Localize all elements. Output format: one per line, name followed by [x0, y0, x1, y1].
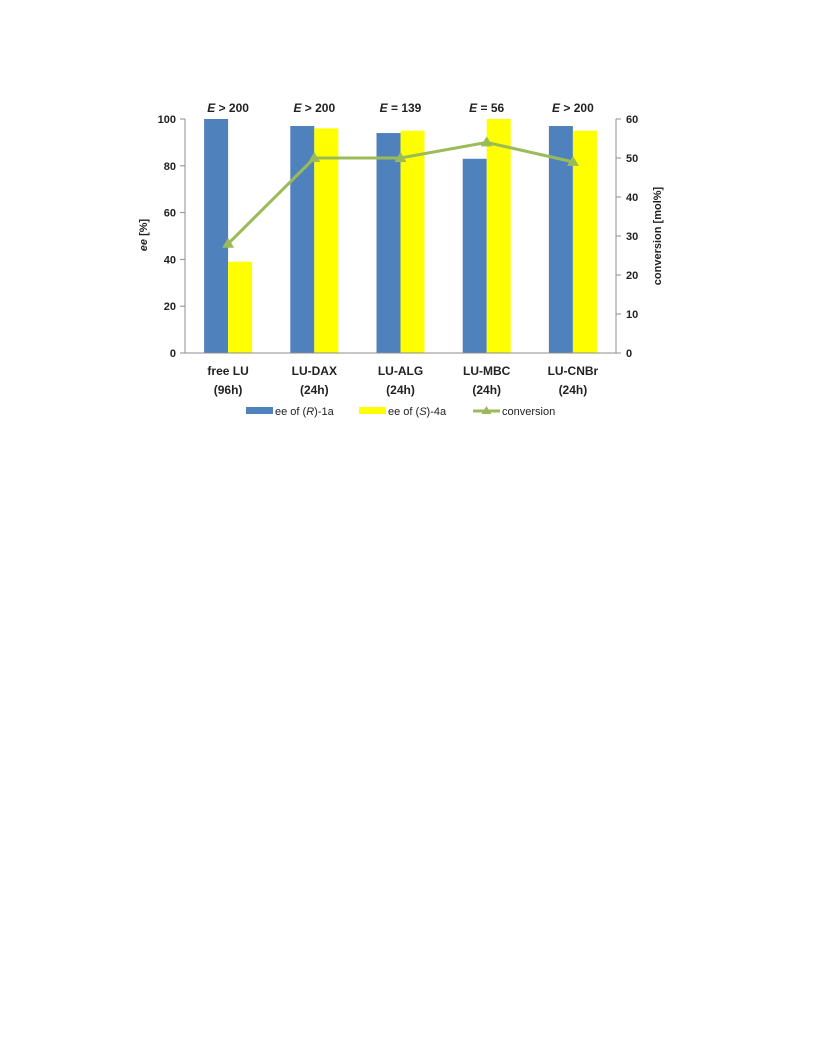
legend-swatch-0: [246, 407, 273, 414]
axes: 0 20 40 60 80 100 0 10 20 30 40 50 60 free LU (96h) L…: [158, 101, 639, 397]
y-axis-left-title-italic: ee: [138, 239, 150, 251]
right-tick-label: 60: [626, 114, 638, 126]
left-tick-label: 0: [170, 348, 176, 360]
category-label-4-line1: LU-CNBr: [548, 364, 599, 378]
e-value-label-3: E = 56: [469, 101, 504, 115]
right-tick-label: 40: [626, 192, 638, 204]
category-label-3-line2: (24h): [472, 383, 501, 397]
right-tick-label: 0: [626, 348, 632, 360]
category-label-2-line1: LU-ALG: [378, 364, 423, 378]
plot-area: [204, 119, 597, 354]
legend-label-2: conversion: [502, 406, 555, 418]
annotations: E > 200 E > 200 E = 139 E = 56 E > 200: [207, 101, 594, 115]
category-label-1-line1: LU-DAX: [292, 364, 337, 378]
left-tick-label: 40: [164, 254, 176, 266]
category-label-3-line1: LU-MBC: [463, 364, 511, 378]
left-tick-label: 100: [158, 114, 176, 126]
e-value-label-1: E > 200: [293, 101, 335, 115]
category-labels: free LU (96h) LU-DAX (24h) LU-ALG (24h) LU-MBC…: [207, 364, 598, 397]
y-axis-left-title: ee [%]: [138, 218, 150, 251]
bar-ee-s-4a-3: [486, 119, 511, 353]
bar-ee-s-4a-0: [228, 261, 253, 353]
e-value-label-4: E > 200: [552, 101, 594, 115]
conversion-marker-3: [480, 136, 493, 147]
legend-swatch-marker-2: [481, 406, 492, 414]
category-label-0-line1: free LU: [207, 364, 248, 378]
y-axis-left-title-rest: [%]: [138, 218, 150, 239]
bar-ee-r-1a-3: [462, 158, 487, 353]
category-label-1-line2: (24h): [300, 383, 329, 397]
conversion-marker-4: [566, 155, 579, 166]
bar-ee-s-4a-2: [400, 130, 425, 353]
conversion-marker-0: [222, 237, 235, 248]
category-label-2-line2: (24h): [386, 383, 415, 397]
legend: ee of (R)-1a ee of (S)-4a conversion: [246, 406, 555, 418]
legend-swatch-1: [359, 407, 386, 414]
left-ticks: 0 20 40 60 80 100: [158, 114, 185, 360]
bar-ee-r-1a-2: [376, 133, 401, 353]
conversion-marker-1: [308, 152, 321, 162]
legend-label-0: ee of (R)-1a: [275, 406, 335, 418]
conversion-line-group: [222, 136, 579, 248]
conversion-marker-2: [394, 152, 407, 162]
category-label-4-line2: (24h): [559, 383, 588, 397]
bar-ee-s-4a-4: [572, 130, 597, 353]
e-value-label-0: E > 200: [207, 101, 249, 115]
bar-ee-r-1a-0: [204, 119, 229, 353]
y-axis-right-title: conversion [mol%]: [652, 186, 664, 285]
right-tick-label: 20: [626, 270, 638, 282]
right-tick-label: 30: [626, 231, 638, 243]
left-tick-label: 60: [164, 208, 176, 220]
right-tick-label: 10: [626, 309, 638, 321]
category-label-0-line2: (96h): [214, 383, 243, 397]
left-tick-label: 80: [164, 161, 176, 173]
legend-label-1: ee of (S)-4a: [388, 406, 447, 418]
e-value-label-2: E = 139: [380, 101, 422, 115]
right-ticks: 0 10 20 30 40 50 60: [616, 114, 638, 360]
right-tick-label: 50: [626, 153, 638, 165]
left-tick-label: 20: [164, 301, 176, 313]
bar-ee-s-4a-1: [314, 128, 339, 353]
